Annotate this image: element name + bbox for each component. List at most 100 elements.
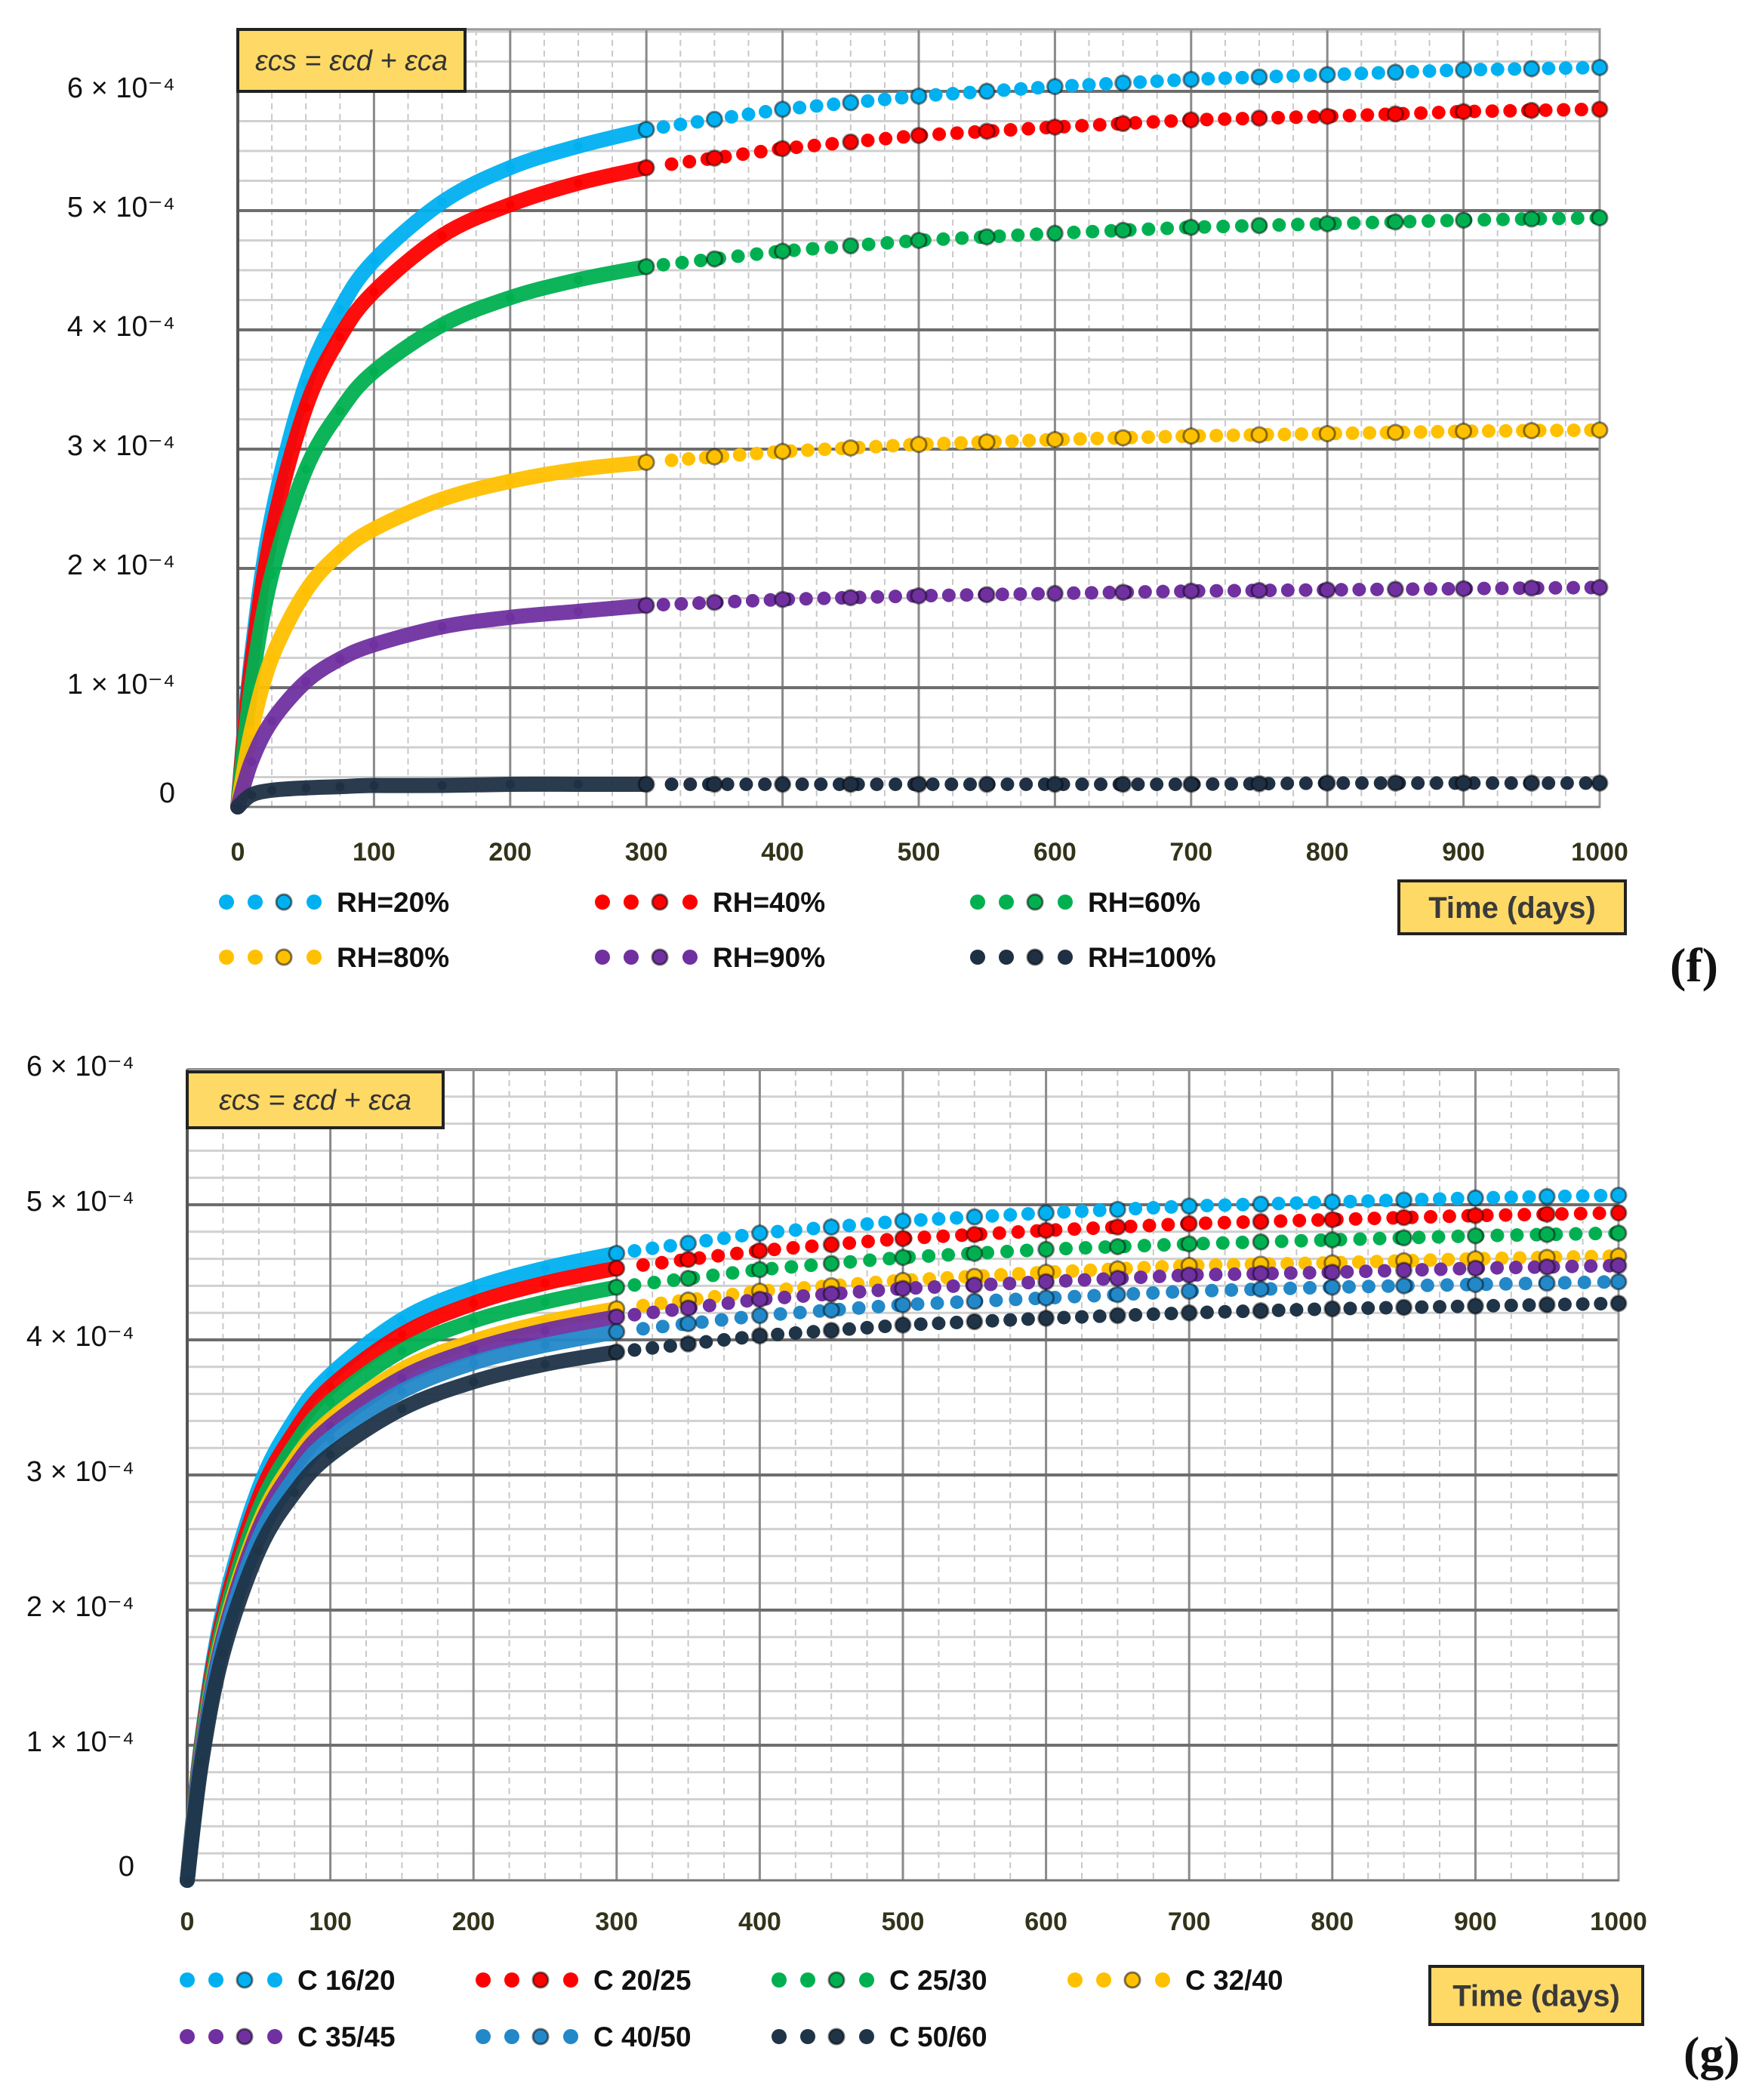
legend-item: RH=90% (595, 942, 825, 973)
y-tick-label: 2 × 10⁻⁴ (26, 1591, 134, 1623)
data-point (1451, 1229, 1465, 1243)
data-point (981, 1246, 995, 1260)
data-point (627, 1343, 642, 1357)
data-point-highlight (1250, 581, 1268, 599)
data-point (1160, 221, 1175, 236)
legend-marker (275, 948, 293, 966)
data-point-highlight (1610, 1204, 1628, 1222)
data-point (1065, 1264, 1080, 1278)
data-point-highlight (1386, 774, 1404, 792)
data-point (505, 293, 515, 303)
data-point (290, 1488, 300, 1498)
data-point (992, 1226, 1006, 1240)
data-point (1433, 1192, 1446, 1206)
y-tick-label: 0 (159, 777, 175, 809)
data-point-highlight (1523, 210, 1541, 228)
data-point-highlight (1395, 1261, 1413, 1279)
legend-marker (970, 950, 985, 965)
data-point (1086, 224, 1100, 239)
x-tick-label: 300 (595, 1908, 638, 1936)
data-point (1486, 776, 1500, 790)
legend-marker (970, 895, 985, 910)
data-point (1269, 69, 1283, 84)
data-point (505, 612, 515, 622)
data-point (1566, 423, 1581, 438)
data-point (1334, 583, 1348, 597)
data-point-highlight (637, 775, 655, 793)
data-point (1557, 1189, 1572, 1203)
data-point-highlight (1108, 1307, 1126, 1325)
data-point (740, 1294, 754, 1308)
data-point (437, 197, 447, 207)
legend-marker (1058, 950, 1073, 965)
data-point-highlight (1466, 1227, 1484, 1245)
data-point (1584, 1259, 1598, 1273)
data-point-highlight (1538, 1225, 1556, 1243)
data-point (1164, 1307, 1178, 1321)
data-point (788, 1223, 802, 1237)
legend-label: RH=20% (337, 887, 449, 918)
data-point (325, 1382, 335, 1392)
data-point (758, 777, 772, 791)
data-point (1495, 581, 1509, 596)
data-point (941, 1248, 956, 1262)
data-point (753, 144, 768, 159)
data-point (997, 83, 1011, 97)
data-point (765, 1261, 779, 1276)
data-point (1354, 66, 1369, 81)
data-point (1020, 1243, 1034, 1258)
data-point-highlight (966, 1313, 984, 1331)
data-point (861, 133, 875, 147)
data-point (1022, 433, 1037, 448)
legend-marker (236, 1971, 254, 1989)
data-point (1345, 426, 1360, 440)
data-point (1474, 63, 1488, 77)
data-point-highlight (608, 1323, 626, 1341)
data-point (843, 1255, 858, 1269)
data-point (574, 464, 583, 474)
legend-marker (772, 2029, 787, 2044)
data-point (827, 97, 841, 112)
data-point (1067, 1222, 1082, 1236)
data-point (799, 592, 813, 606)
data-point (1289, 1196, 1304, 1210)
data-point (788, 1326, 802, 1341)
data-point (1420, 1278, 1434, 1292)
data-point (805, 1239, 819, 1253)
data-point-highlight (966, 1244, 984, 1262)
legend-marker (307, 895, 322, 910)
data-point (1490, 1228, 1505, 1242)
data-point (1200, 112, 1214, 127)
data-point-highlight (1037, 1240, 1055, 1258)
data-point (656, 257, 670, 272)
series-rh-80- (230, 421, 1609, 814)
data-point (397, 1329, 407, 1339)
data-point (1126, 1287, 1141, 1301)
data-point-highlight (1395, 1276, 1413, 1295)
data-point (1019, 777, 1033, 791)
data-point (574, 606, 583, 616)
legend-marker (651, 893, 669, 911)
x-tick-label: 900 (1442, 838, 1485, 867)
x-tick-label: 0 (231, 838, 245, 867)
legend-marker (827, 1971, 846, 1989)
x-tick-label: 800 (1311, 1908, 1354, 1936)
data-point (1199, 1216, 1213, 1230)
data-point (645, 1341, 660, 1355)
data-point (1440, 1278, 1454, 1292)
data-point (655, 1255, 669, 1270)
legend-marker (827, 2028, 846, 2046)
data-point (871, 1283, 886, 1298)
data-point (1566, 580, 1581, 595)
legend-item: RH=40% (595, 887, 825, 918)
data-point-highlight (1114, 115, 1132, 133)
legend-marker (267, 2029, 282, 2044)
chart-g-grade-shrinkage: 0 1 × 10⁻⁴ 2 × 10⁻⁴ 3 × 10⁻⁴ 4 × 10⁻⁴ 5 × 10⁻… (26, 1051, 1740, 2080)
data-point (869, 439, 883, 454)
y-tick-label: 2 × 10⁻⁴ (67, 550, 175, 581)
data-point (1003, 1208, 1018, 1222)
data-point (1209, 584, 1224, 598)
data-point (814, 777, 828, 791)
data-point (1352, 583, 1366, 597)
legend-marker (307, 950, 322, 965)
